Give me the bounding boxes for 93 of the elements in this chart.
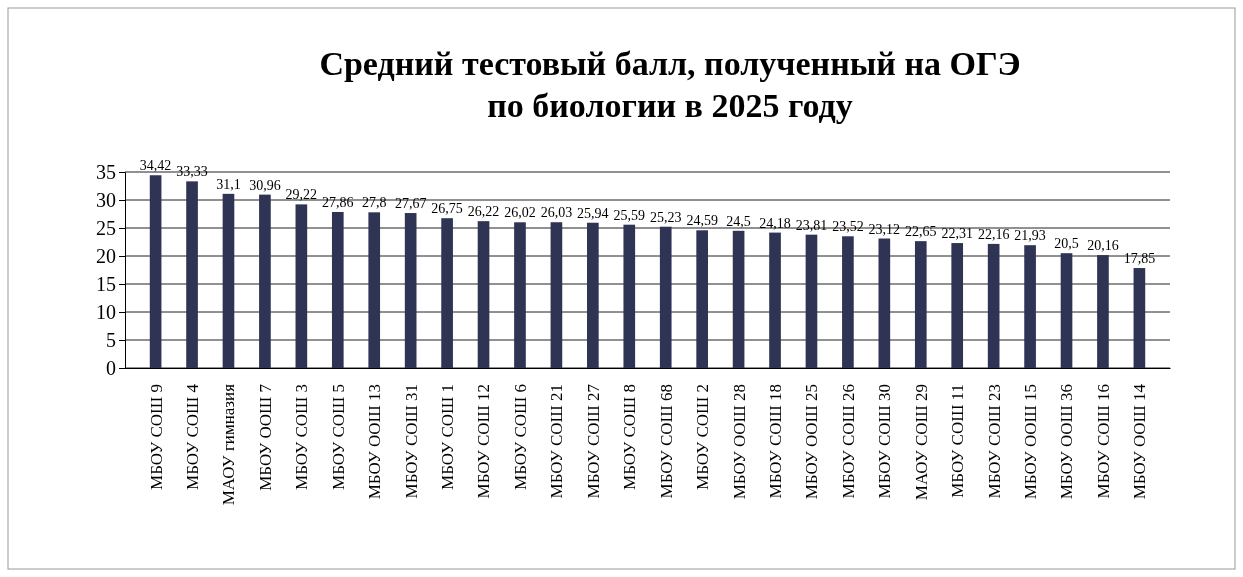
bar	[331, 211, 344, 368]
x-tick-label: МБОУ СОШ 4	[182, 383, 202, 490]
bar	[1097, 255, 1109, 368]
x-tick-label: МБОУ СОШ 21	[547, 384, 567, 499]
x-tick-label: МБОУ СОШ 9	[146, 384, 166, 490]
data-label: 29,22	[285, 187, 318, 203]
data-label: 23,81	[795, 217, 828, 233]
bar	[404, 213, 417, 368]
bar	[987, 243, 1000, 368]
bar	[441, 218, 453, 368]
x-tick-label: МБОУ СОШ 3	[292, 384, 312, 490]
x-tick-label: МБОУ СОШ 1	[438, 384, 458, 490]
bar	[514, 222, 526, 368]
bar	[951, 243, 964, 368]
data-label: 22,31	[941, 226, 973, 242]
x-tick-label: МБОУ ООШ 28	[729, 384, 749, 500]
x-tick-label: МБОУ ООШ 7	[255, 383, 275, 491]
data-label: 33,33	[176, 164, 208, 180]
bar	[1133, 268, 1146, 368]
x-tick-label: МБОУ СОШ 30	[875, 384, 895, 499]
bar	[805, 234, 818, 368]
data-label: 34,42	[139, 158, 172, 174]
data-label: 26,02	[504, 205, 536, 221]
data-label: 26,03	[540, 205, 573, 221]
x-tick-label: МБОУ СОШ 18	[765, 384, 785, 499]
x-tick-label: МБОУ СОШ 5	[328, 384, 348, 490]
bar	[259, 194, 271, 368]
data-label: 20,5	[1054, 236, 1079, 252]
data-label: 26,22	[467, 204, 500, 220]
data-label: 20,16	[1087, 238, 1119, 254]
data-label: 27,86	[322, 194, 354, 210]
bar	[914, 241, 927, 368]
bar	[587, 222, 599, 368]
bar	[659, 226, 672, 368]
bar	[696, 230, 708, 368]
bar	[295, 204, 308, 368]
data-label: 26,75	[431, 201, 463, 217]
bar	[368, 212, 381, 368]
data-label: 25,23	[649, 209, 682, 225]
x-tick-label: МБОУ СОШ 2	[693, 384, 713, 490]
x-tick-label: МБОУ СОШ 6	[510, 384, 530, 490]
bar	[769, 232, 781, 368]
y-tick-label: 5	[106, 328, 116, 351]
y-tick-label: 15	[96, 272, 116, 295]
bar	[623, 224, 636, 368]
y-tick-label: 30	[96, 188, 116, 211]
data-label: 25,94	[577, 205, 609, 221]
bar	[1024, 245, 1036, 368]
y-tick-label: 10	[96, 300, 116, 323]
bar	[477, 221, 490, 368]
data-label: 17,85	[1123, 251, 1156, 267]
x-tick-label: МБОУ СОШ 23	[984, 384, 1004, 499]
data-label: 24,18	[759, 215, 791, 231]
x-tick-label: МБОУ СОШ 16	[1093, 384, 1113, 499]
data-label: 27,8	[361, 195, 387, 211]
x-tick-label: МБОУ СОШ 8	[620, 384, 640, 490]
data-label: 24,59	[686, 213, 718, 229]
y-tick-label: 0	[106, 356, 116, 379]
data-label: 25,59	[613, 207, 646, 223]
data-label: 24,5	[726, 213, 751, 229]
x-tick-label: МБОУ ООШ 15	[1021, 384, 1041, 500]
y-tick-label: 20	[96, 244, 116, 267]
bar	[732, 230, 745, 368]
x-tick-label: МБОУ СОШ 12	[474, 384, 494, 499]
chart-title: Средний тестовый балл, полученный на ОГЭ по биологии в 2025 году	[319, 45, 1021, 124]
x-tick-label: МБОУ ООШ 25	[802, 384, 822, 500]
bar	[842, 236, 854, 368]
x-tick-label: МБОУ СОШ 27	[583, 383, 603, 499]
bar	[149, 175, 162, 368]
bar	[550, 222, 563, 368]
x-tick-label: МАОУ гимназия	[219, 383, 239, 506]
x-tick-label: МБОУ СОШ 11	[948, 384, 968, 498]
x-tick-label: МБОУ ООШ 36	[1057, 384, 1077, 500]
x-tick-label: МБОУ ООШ 14	[1130, 383, 1150, 500]
data-label: 27,67	[394, 196, 427, 212]
bar	[878, 238, 891, 368]
x-tick-label: МБОУ ООШ 13	[365, 384, 385, 500]
data-label: 23,12	[868, 221, 901, 237]
data-label: 22,16	[977, 226, 1010, 242]
x-tick-label: МБОУ СОШ 31	[401, 384, 421, 499]
data-label: 21,93	[1014, 228, 1046, 244]
x-tick-label: МАОУ СОШ 29	[911, 384, 931, 501]
x-tick-label: МБОУ СОШ 68	[656, 384, 676, 499]
bar	[1060, 253, 1073, 368]
x-tick-label: МБОУ СОШ 26	[838, 384, 858, 499]
y-tick-label: 25	[96, 216, 116, 239]
data-label: 30,96	[249, 177, 281, 193]
bar	[222, 193, 235, 368]
data-label: 22,65	[905, 224, 937, 240]
data-label: 23,52	[832, 219, 864, 235]
data-label: 31,1	[216, 176, 241, 192]
bar	[186, 181, 198, 368]
y-tick-label: 35	[96, 160, 116, 183]
